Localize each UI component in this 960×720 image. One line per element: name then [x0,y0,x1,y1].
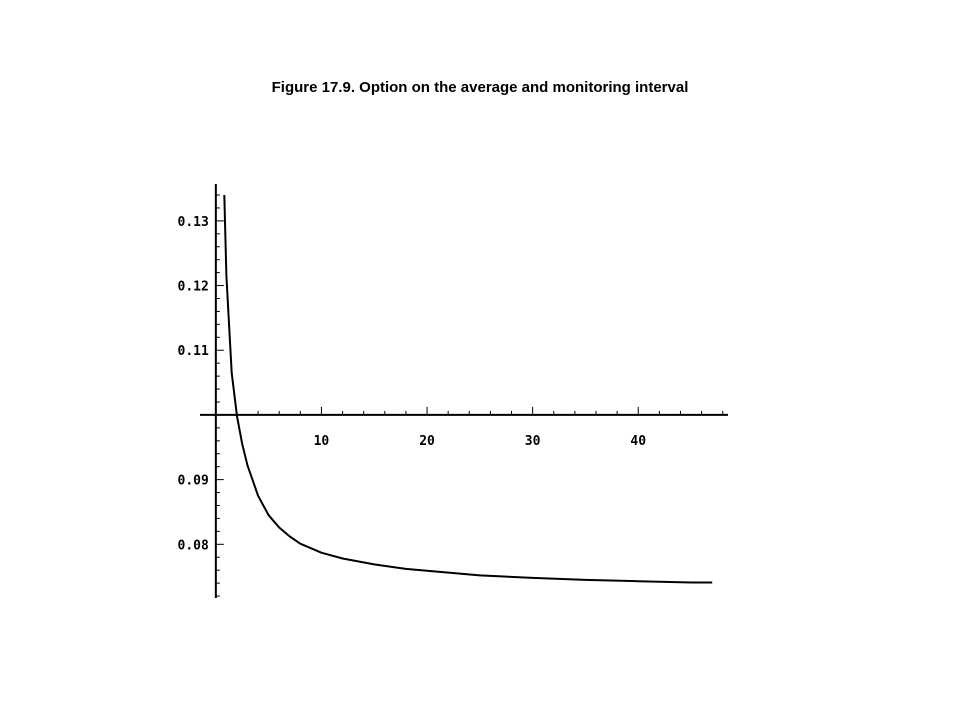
y-tick-label: 0.08 [178,538,209,553]
x-tick-label: 40 [630,434,646,449]
ticks [215,194,724,597]
series-line-1 [223,194,713,584]
tick-labels: 10 20 30 40 0.08 0.09 0.11 0.12 0.13 [178,215,647,553]
y-tick-label: 0.11 [178,344,209,359]
series-lines [223,194,713,584]
y-tick-label: 0.12 [178,280,209,295]
axes [200,184,728,598]
y-tick-label: 0.09 [178,474,209,489]
y-tick-label: 0.13 [178,215,209,230]
chart-title: Figure 17.9. Option on the average and m… [271,79,689,96]
x-tick-label: 30 [525,434,541,449]
x-tick-label: 10 [314,434,330,449]
x-tick-label: 20 [419,434,435,449]
